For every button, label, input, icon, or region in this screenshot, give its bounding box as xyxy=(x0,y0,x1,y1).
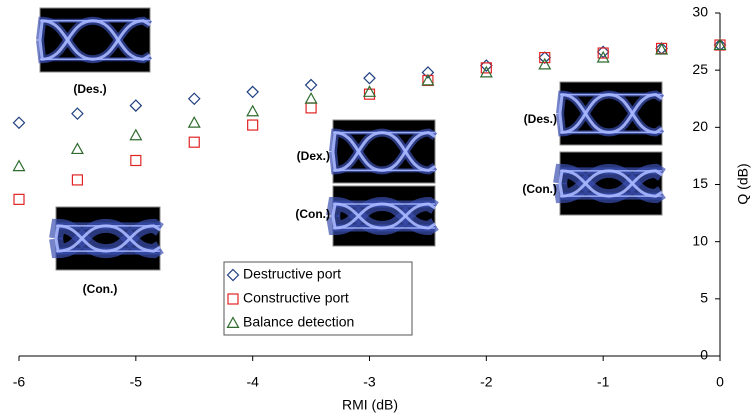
point xyxy=(247,106,258,116)
x-tick-label: -6 xyxy=(13,374,26,390)
x-tick-label: 0 xyxy=(716,374,724,390)
y-tick-label: 5 xyxy=(700,290,708,306)
annotation: (Con.) xyxy=(522,182,557,196)
eye-diagram xyxy=(333,186,435,246)
point xyxy=(189,137,199,147)
x-axis-title: RMI (dB) xyxy=(342,397,398,413)
point xyxy=(247,86,258,97)
point xyxy=(131,155,141,165)
point xyxy=(364,73,375,84)
point xyxy=(422,75,433,85)
point xyxy=(189,117,200,127)
point xyxy=(540,53,550,63)
y-tick-label: 30 xyxy=(692,4,708,20)
point xyxy=(306,93,317,103)
point xyxy=(72,108,83,119)
point xyxy=(306,80,317,91)
annotation: (Des.) xyxy=(73,82,106,96)
eye-diagram xyxy=(56,207,160,270)
legend-label: Balance detection xyxy=(243,314,354,330)
x-tick-label: -5 xyxy=(130,374,143,390)
point xyxy=(189,93,200,104)
y-tick-label: 25 xyxy=(692,61,708,77)
point xyxy=(656,44,667,54)
point xyxy=(14,161,25,171)
point xyxy=(481,60,492,71)
y-tick-label: 15 xyxy=(692,175,708,191)
point xyxy=(130,130,141,140)
x-tick-label: -4 xyxy=(246,374,259,390)
legend-label: Destructive port xyxy=(243,266,341,282)
annotation: (Con.) xyxy=(295,207,330,221)
point xyxy=(248,120,258,130)
y-tick-label: 20 xyxy=(692,118,708,134)
annotation: (Dex.) xyxy=(297,149,330,163)
x-tick-label: -2 xyxy=(480,374,493,390)
legend-label: Constructive port xyxy=(243,290,349,306)
point xyxy=(72,175,82,185)
point xyxy=(422,67,433,78)
x-tick-label: -1 xyxy=(597,374,610,390)
y-tick-label: 0 xyxy=(700,347,708,363)
y-tick-label: 10 xyxy=(692,232,708,248)
annotation: (Con.) xyxy=(83,282,118,296)
point xyxy=(14,194,24,204)
point xyxy=(130,100,141,111)
y-axis-title: Q (dB) xyxy=(735,163,751,204)
point xyxy=(72,144,83,154)
point xyxy=(14,117,25,128)
point xyxy=(306,103,316,113)
chart: RMI (dB) Q (dB) -6 -5 -4 -3 -2 -1 00 5 10 15 20 25 3… xyxy=(0,0,756,416)
eye-diagram xyxy=(560,152,662,215)
x-tick-label: -3 xyxy=(363,374,376,390)
point xyxy=(539,52,550,63)
point xyxy=(364,86,375,96)
annotation: (Des.) xyxy=(524,112,557,126)
point xyxy=(365,89,375,99)
